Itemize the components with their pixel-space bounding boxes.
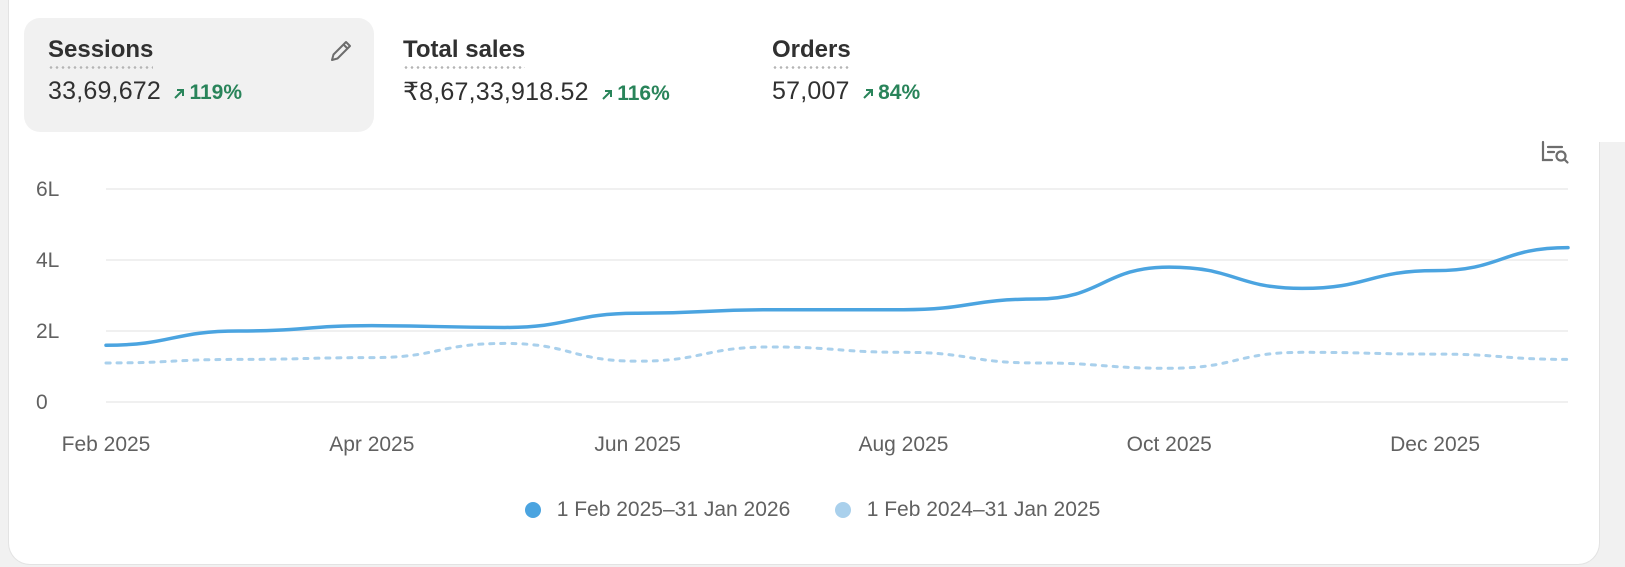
metric-sessions[interactable]: Sessions 33,69,672 119% [24,18,374,132]
arrow-up-right-icon [174,89,185,99]
legend-item-current[interactable]: 1 Feb 2025–31 Jan 2026 [524,498,791,522]
metric-change: 119% [173,81,242,104]
series-line-previous [104,341,1570,370]
y-tick-label: 6L [36,178,59,201]
arrow-up-right-icon [863,89,874,99]
x-axis-ticks: Feb 2025 Apr 2025 Jun 2025 Aug 2025 Oct 2025… [62,433,1480,456]
metric-change-value: 119% [189,81,243,104]
overlay-panel [1108,0,1625,142]
arrow-up-right-icon [602,90,613,100]
x-tick-label: Apr 2025 [329,433,414,456]
sessions-line-chart: 0 2L 4L 6L Feb 2025 Apr 2025 Jun 2025 Aug 2025… [36,178,1570,456]
legend-item-previous[interactable]: 1 Feb 2024–31 Jan 2025 [834,498,1101,522]
zoom-search-icon[interactable] [1540,140,1570,166]
x-tick-label: Aug 2025 [858,433,948,456]
metric-change: 84% [862,81,920,104]
y-axis-ticks: 0 2L 4L 6L [36,178,59,414]
metric-value: 33,69,672 [48,77,162,105]
series-line-current [104,245,1570,347]
y-tick-label: 0 [36,391,48,414]
y-tick-label: 2L [36,320,59,343]
metric-orders[interactable]: Orders 57,007 84% [748,18,1088,132]
x-tick-label: Oct 2025 [1127,433,1212,456]
x-tick-label: Feb 2025 [62,433,151,456]
metric-title[interactable]: Sessions [48,36,154,69]
chart-legend: 1 Feb 2025–31 Jan 2026 1 Feb 2024–31 Jan… [0,498,1625,523]
metric-value: 57,007 [772,77,850,105]
metric-change-value: 116% [617,82,670,105]
legend-label: 1 Feb 2024–31 Jan 2025 [866,498,1101,521]
chart-grid [106,188,1568,403]
legend-swatch [524,502,541,518]
x-tick-label: Dec 2025 [1390,433,1480,456]
legend-swatch [834,502,851,518]
y-tick-label: 4L [36,249,59,272]
chart-series [104,245,1570,370]
metric-change-value: 84% [878,81,921,104]
pencil-icon[interactable] [326,36,356,66]
metric-total-sales[interactable]: Total sales ₹8,67,33,918.52 116% [379,18,719,132]
metric-change: 116% [601,82,670,105]
metric-title[interactable]: Orders [772,36,851,69]
metric-value: ₹8,67,33,918.52 [403,78,589,106]
legend-label: 1 Feb 2025–31 Jan 2026 [556,498,791,521]
metric-title[interactable]: Total sales [403,36,526,69]
x-tick-label: Jun 2025 [594,433,680,456]
